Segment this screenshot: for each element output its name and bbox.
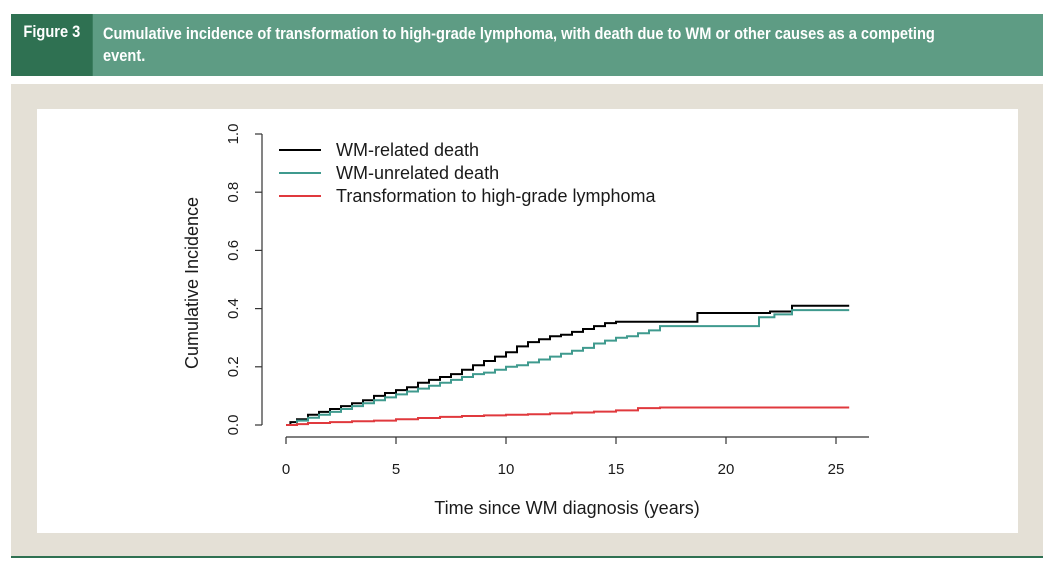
series-line-1	[286, 304, 850, 426]
y-tick-label: 0.6	[225, 240, 242, 261]
legend-label-3: Transformation to high-grade lymphoma	[336, 186, 656, 206]
series-line-3	[286, 406, 850, 426]
y-tick-label: 0.8	[225, 182, 242, 203]
series-line-2	[286, 309, 850, 426]
y-tick-label: 0.2	[225, 356, 242, 377]
figure-header: Figure 3 Cumulative incidence of transfo…	[11, 14, 1043, 76]
y-tick-label: 1.0	[225, 124, 242, 145]
figure-title: Cumulative incidence of transformation t…	[103, 23, 1040, 67]
figure-label: Figure 3	[11, 14, 93, 76]
figure-title-line-2: event.	[103, 46, 146, 65]
x-tick-label: 5	[392, 461, 400, 478]
x-tick-label: 0	[282, 461, 290, 478]
plot-background	[37, 109, 1018, 533]
y-tick-label: 0.0	[225, 415, 242, 436]
y-axis-title: Cumulative Incidence	[182, 197, 202, 369]
figure-title-line-1: Cumulative incidence of transformation t…	[103, 24, 935, 43]
legend-label-1: WM-related death	[336, 140, 479, 160]
bottom-divider	[11, 556, 1043, 558]
y-tick-label: 0.4	[225, 298, 242, 319]
x-tick-label: 20	[718, 461, 735, 478]
x-tick-label: 15	[608, 461, 625, 478]
legend-label-2: WM-unrelated death	[336, 163, 499, 183]
x-tick-label: 25	[828, 461, 845, 478]
x-tick-label: 10	[498, 461, 515, 478]
x-axis-title: Time since WM diagnosis (years)	[434, 498, 699, 518]
